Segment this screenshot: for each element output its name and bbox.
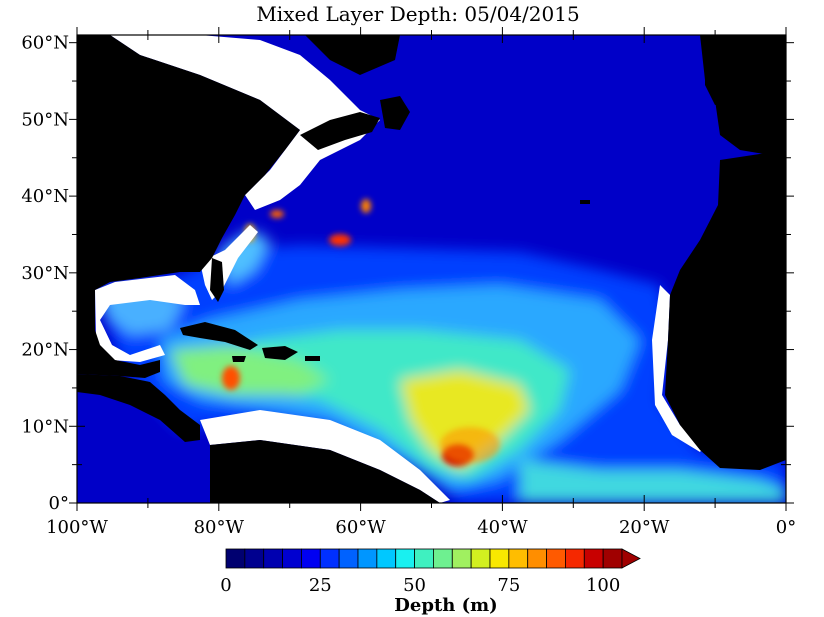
land-central-america [77,374,200,442]
lon-tick-label: 60°W [335,517,386,538]
lat-tick-label: 40°N [21,186,69,207]
land-florida [210,258,224,302]
land-iberia-africa [665,150,786,470]
colorbar-swatch [565,548,585,569]
lat-tick-label: 20°N [21,340,69,361]
colorbar-swatch [301,548,321,569]
lon-tick-label: 0° [776,517,796,538]
lon-tick-label: 100°W [46,517,108,538]
colorbar-swatch [376,548,397,569]
mld-field-caribbean [170,345,330,395]
hotspot-central-atlantic-halo [440,427,500,463]
colorbar-swatch [602,548,623,569]
hotspot-gulf-stream [270,210,284,218]
lat-tick-label: 10°N [21,416,69,437]
colorbar-swatch [508,548,529,569]
land-nova-scotia [300,112,380,150]
colorbar-swatch [414,548,434,569]
land-cuba [180,322,258,350]
colorbar-swatch [489,548,510,569]
colorbar-tick-label: 25 [309,575,332,596]
colorbar-swatch [225,548,246,569]
colorbar-swatch [395,548,415,569]
land-puerto-rico [305,356,320,361]
hotspot-bermuda [329,234,351,246]
hotspot-caribbean [222,366,240,390]
longitude-axis: 100°W 80°W 60°W 40°W 20°W 0° [46,27,796,538]
colorbar-swatch [357,548,378,569]
mld-field [95,230,786,503]
colorbar-tick-label: 0 [220,575,231,596]
colorbar-swatch [470,548,491,569]
hotspot-north [361,199,371,213]
no-data-gulf-of-mexico [95,275,200,362]
colorbar-swatch [451,548,472,569]
land-jamaica [232,356,246,362]
lat-tick-label: 30°N [21,263,69,284]
colorbar-tick-label: 50 [403,575,426,596]
lon-tick-label: 20°W [619,517,670,538]
lon-tick-label: 40°W [477,517,528,538]
colorbar-label: Depth (m) [394,595,497,616]
land-south-america [210,440,440,503]
land-north-america [77,35,300,378]
lat-tick-label: 0° [49,493,69,514]
mld-field-yellow [400,370,530,470]
map-title: Mixed Layer Depth: 05/04/2015 [256,2,579,26]
latitude-axis: 60°N 50°N 40°N 30°N 20°N 10°N 0° [21,33,794,514]
colorbar-swatch [319,548,340,569]
lon-tick-label: 80°W [194,517,245,538]
no-data-north [110,35,380,210]
colorbar-swatch [263,548,283,569]
mld-field-eastern [520,460,786,503]
colorbar: 0 25 50 75 100 [220,548,641,596]
colorbar-swatch [527,548,547,569]
lat-tick-label: 60°N [21,33,69,54]
colorbar-swatch [338,548,359,569]
no-data-africa [652,285,705,452]
colorbar-swatch [282,548,302,569]
land-british-isles [705,50,750,105]
land-masses [77,35,786,503]
colorbar-swatch [433,548,453,569]
land-hispaniola [262,346,298,360]
colorbar-swatch [546,548,566,569]
land-greenland-edge [305,35,400,75]
colorbar-swatch [244,548,265,569]
map-plot-area [77,35,786,503]
land-newfoundland [380,96,410,130]
colorbar-tick-label: 75 [497,575,520,596]
land-azores-hint [580,200,590,204]
colorbar-extend-arrow [621,548,641,569]
colorbar-tick-label: 100 [586,575,620,596]
lat-tick-label: 50°N [21,109,69,130]
no-data-south-america [200,410,450,503]
colorbar-swatch [583,548,604,569]
